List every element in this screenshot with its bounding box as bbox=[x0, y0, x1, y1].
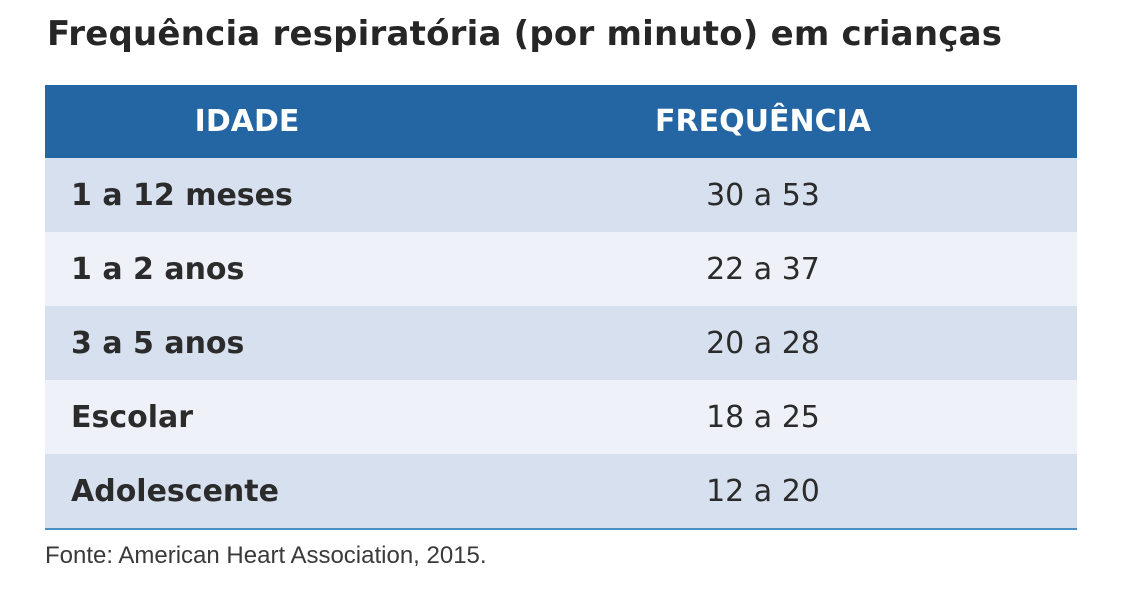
age-cell: 3 a 5 anos bbox=[45, 306, 449, 380]
header-age: IDADE bbox=[45, 85, 449, 158]
table-row: 1 a 12 meses 30 a 53 bbox=[45, 158, 1077, 232]
age-cell: 1 a 2 anos bbox=[45, 232, 449, 306]
header-frequency: FREQUÊNCIA bbox=[449, 85, 1077, 158]
frequency-cell: 30 a 53 bbox=[449, 158, 1077, 232]
age-cell: Adolescente bbox=[45, 454, 449, 529]
table-row: Adolescente 12 a 20 bbox=[45, 454, 1077, 529]
source-note: Fonte: American Heart Association, 2015. bbox=[45, 542, 487, 569]
frequency-cell: 18 a 25 bbox=[449, 380, 1077, 454]
frequency-cell: 20 a 28 bbox=[449, 306, 1077, 380]
page-title: Frequência respiratória (por minuto) em … bbox=[47, 14, 1003, 54]
table-row: Escolar 18 a 25 bbox=[45, 380, 1077, 454]
frequency-cell: 12 a 20 bbox=[449, 454, 1077, 529]
age-cell: Escolar bbox=[45, 380, 449, 454]
table-row: 3 a 5 anos 20 a 28 bbox=[45, 306, 1077, 380]
respiratory-rate-table: IDADE FREQUÊNCIA 1 a 12 meses 30 a 53 1 … bbox=[45, 85, 1077, 530]
age-cell: 1 a 12 meses bbox=[45, 158, 449, 232]
table-row: 1 a 2 anos 22 a 37 bbox=[45, 232, 1077, 306]
table-header-row: IDADE FREQUÊNCIA bbox=[45, 85, 1077, 158]
frequency-cell: 22 a 37 bbox=[449, 232, 1077, 306]
